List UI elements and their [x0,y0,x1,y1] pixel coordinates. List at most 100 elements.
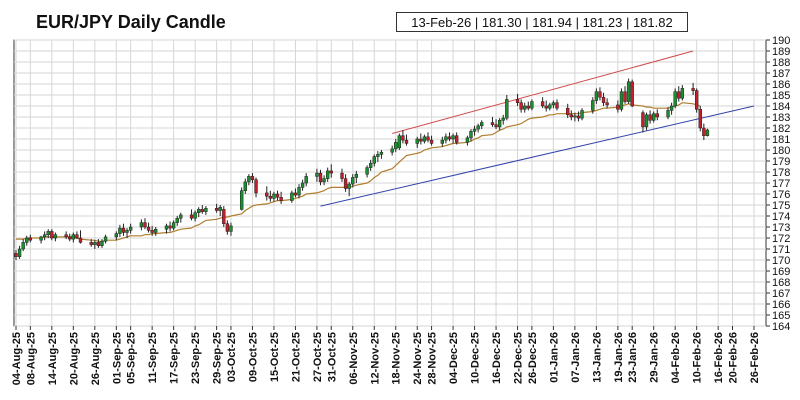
candle-body-up [247,176,251,183]
y-tick-label: 180 [772,145,790,157]
candle-body-down [623,91,627,102]
candle-body-up [705,129,710,136]
candle [523,102,527,113]
candle [254,177,258,198]
candle-body-up [25,237,29,243]
candle-body-up [17,248,22,257]
candle-body-up [365,167,369,175]
candle-body-down [694,90,699,110]
candle-body-down [189,214,194,219]
candle [222,206,226,227]
candle-body-up [297,187,301,196]
candle-body-up [100,241,104,246]
y-tick-label: 166 [772,299,790,311]
y-tick-label: 175 [772,200,790,212]
candle [505,95,509,121]
candle [591,97,595,114]
candle [340,168,344,182]
candle-body-up [154,228,158,233]
chart-title: EUR/JPY Daily Candle [36,12,226,32]
candle-body-up [415,138,419,144]
candle-body-up [548,104,552,109]
candle-body-down [447,136,452,140]
y-tick-label: 178 [772,167,790,179]
candle [623,86,627,104]
candle [526,101,530,111]
x-tick-label: 29-Jan-26 [649,332,661,383]
candle [290,190,294,203]
candle [114,231,118,241]
candle-body-up [290,192,294,201]
candle-body-down [225,223,230,232]
candle-body-down [75,234,79,239]
candle [422,134,427,144]
candle [544,100,548,112]
candle [555,99,559,111]
candle-body-down [96,242,101,246]
candle-body-down [68,236,72,240]
candle [21,239,25,252]
candle [93,240,97,249]
candle-body-up [591,100,595,111]
candle [315,168,319,182]
candle [347,181,351,197]
candle [75,231,79,240]
candle [229,222,233,236]
y-tick-label: 167 [772,288,790,300]
candle [390,145,394,156]
y-tick-label: 171 [772,244,790,256]
candle-body-down [691,88,695,91]
candle [218,205,222,216]
candle-body-up [497,120,502,128]
candle [351,174,355,188]
y-tick-label: 176 [772,189,790,201]
candle-body-up [480,122,484,127]
candle [297,184,301,199]
x-tick-label: 10-Feb-26 [692,332,704,383]
y-tick-label: 174 [772,211,790,223]
candle-body-down [275,193,280,198]
candle-body-up [422,136,427,142]
candle [304,173,308,187]
x-tick-label: 13-Jan-26 [591,332,603,383]
candle-body-up [118,227,122,234]
candle [139,219,144,231]
candle-body-up [240,190,244,210]
candle [580,108,584,121]
candle-body-up [390,148,394,153]
candle-body-down [343,178,348,189]
candle [68,233,72,242]
y-tick-label: 172 [772,233,790,245]
candle [189,209,194,221]
candle [28,234,33,243]
candle-body-up [372,156,376,164]
candle [365,165,369,178]
candle [540,97,545,109]
candle-body-up [673,91,677,107]
y-tick-label: 169 [772,266,790,278]
candle-body-up [354,173,359,178]
y-tick-label: 189 [772,46,790,58]
candle [673,88,677,109]
resistance-trendline [392,50,694,134]
candle [569,110,573,121]
candle-body-down [14,253,18,257]
x-tick-label: 09-Oct-25 [247,332,259,382]
x-tick-label: 04-Aug-25 [11,332,23,385]
y-axis-ticks: 1641651661671681691701711721731741751761… [766,35,790,333]
candle-body-down [401,135,405,141]
candle-body-down [569,114,573,118]
candle [641,110,645,133]
candle [501,114,505,125]
x-tick-label: 29-Sep-25 [212,332,224,384]
y-tick-label: 186 [772,79,790,91]
candle [447,132,452,142]
candle [204,206,208,215]
candle [272,191,276,202]
candle [247,174,251,186]
candle-body-down [526,105,530,109]
candle-body-down [50,231,54,239]
x-tick-label: 20-Aug-25 [68,332,80,385]
candle [480,120,484,130]
candle [472,125,477,136]
